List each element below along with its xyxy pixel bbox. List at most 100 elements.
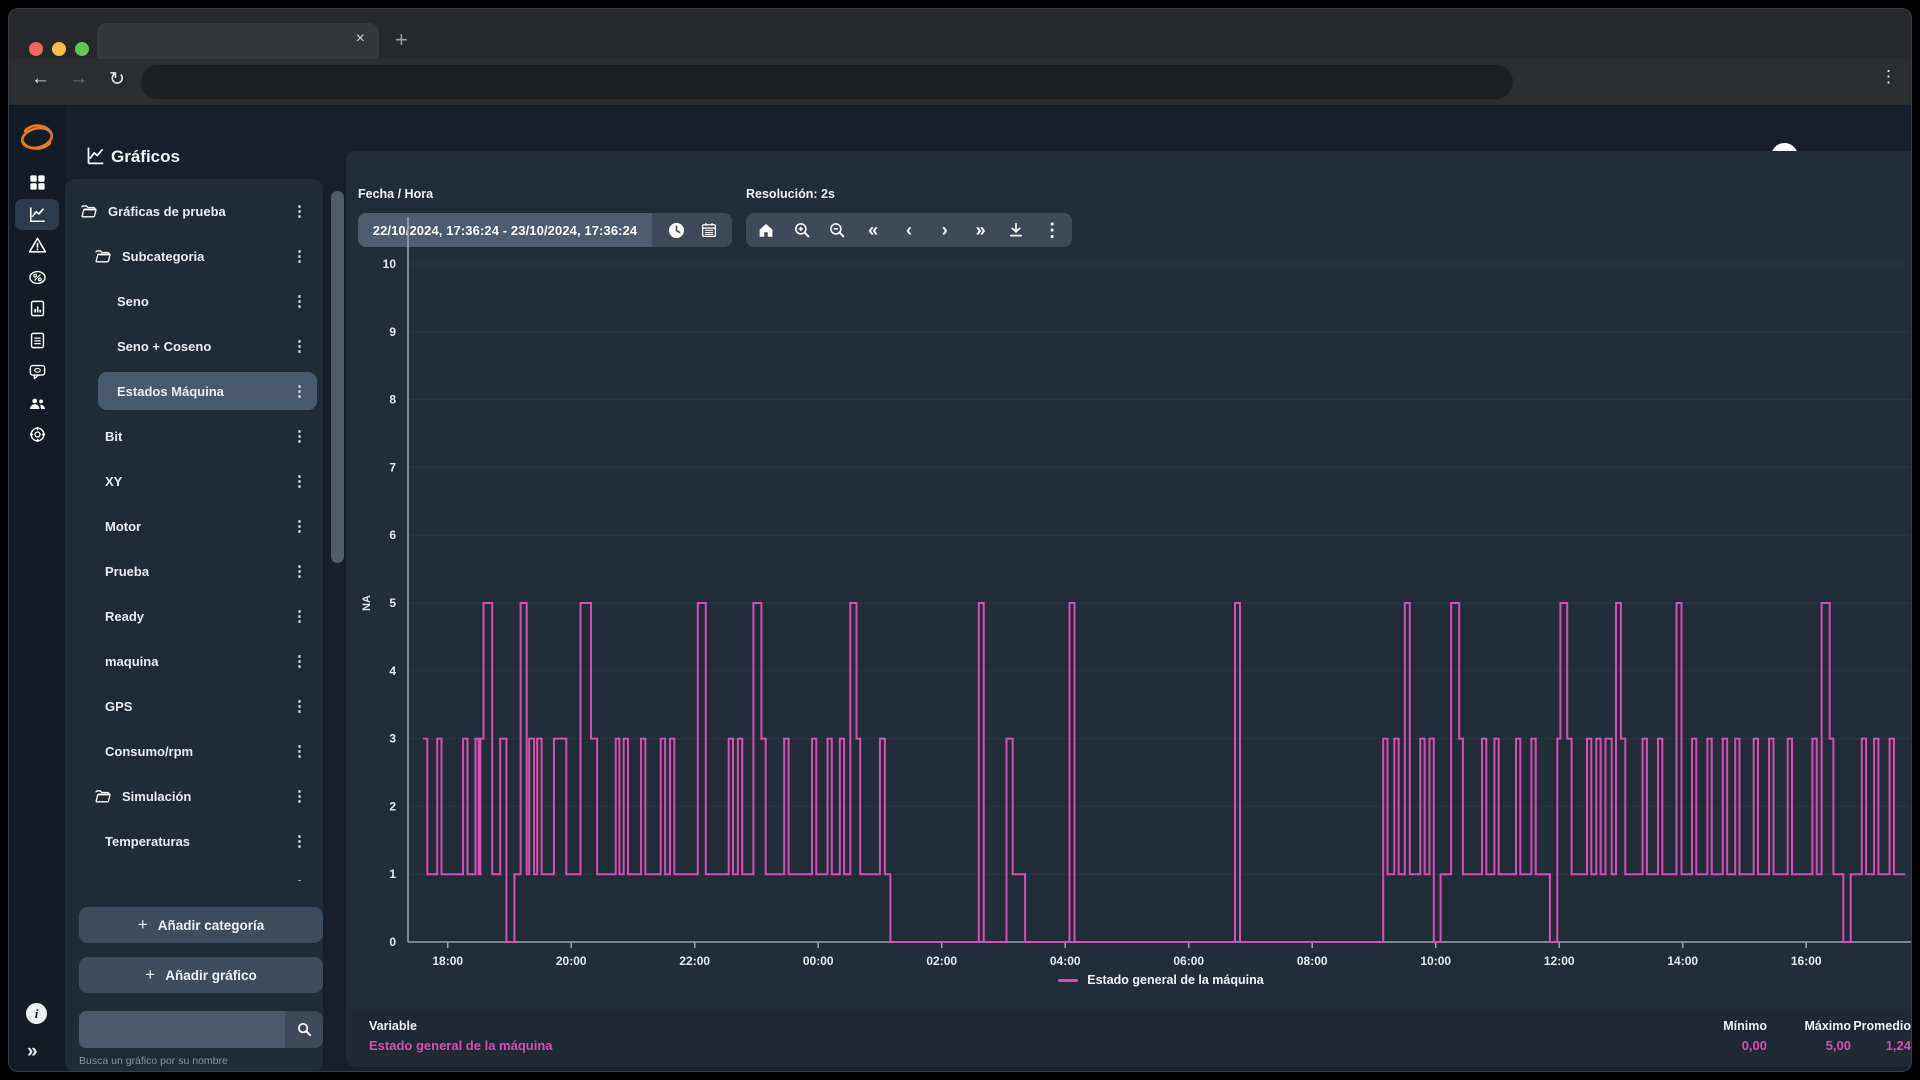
info-icon[interactable]: i: [26, 1003, 47, 1024]
calendar-icon[interactable]: [700, 221, 718, 239]
clock-icon[interactable]: [667, 221, 686, 240]
tab-close-icon[interactable]: ×: [355, 30, 365, 47]
stats-bar: Variable Estado general de la máquina Mí…: [346, 1009, 1911, 1067]
window-close-button[interactable]: [29, 42, 43, 56]
globe-target-icon[interactable]: [15, 419, 59, 450]
chart-legend[interactable]: Estado general de la máquina: [408, 973, 1911, 987]
nav-scrollbar-thumb[interactable]: [331, 191, 344, 563]
kebab-icon[interactable]: ⋮: [292, 788, 307, 805]
nav-item-seno[interactable]: Seno ⋮: [65, 279, 323, 323]
nav-item-subcategoria[interactable]: Subcategoria ⋮: [65, 234, 323, 278]
kebab-icon[interactable]: ⋮: [292, 293, 307, 310]
folder-icon: [79, 203, 99, 219]
zoom-out-icon: [830, 223, 845, 238]
download-button[interactable]: [1000, 216, 1032, 244]
alert-triangle-icon[interactable]: [15, 230, 59, 261]
kebab-icon[interactable]: ⋮: [292, 338, 307, 355]
add-chart-button[interactable]: + Añadir gráfico: [79, 957, 323, 993]
new-tab-button[interactable]: +: [395, 27, 408, 52]
browser-menu-icon[interactable]: ⋮: [1880, 67, 1897, 86]
nav-item-estados-m-quina[interactable]: Estados Máquina ⋮: [65, 369, 323, 413]
nav-item-simulacion[interactable]: simulacion ⋮: [65, 864, 323, 881]
nav-item-consumo-rpm[interactable]: Consumo/rpm ⋮: [65, 729, 323, 773]
kebab-icon[interactable]: ⋮: [292, 383, 307, 400]
kebab-icon[interactable]: ⋮: [292, 248, 307, 265]
kebab-icon[interactable]: ⋮: [292, 563, 307, 580]
nav-item-label: maquina: [105, 653, 159, 669]
selected-item-highlight: [98, 372, 317, 410]
url-bar[interactable]: [141, 65, 1513, 99]
app-logo-icon[interactable]: [17, 119, 57, 155]
nav-item-temperaturas[interactable]: Temperaturas ⋮: [65, 819, 323, 863]
zoom-in-button[interactable]: [786, 216, 818, 244]
svg-text:00:00: 00:00: [803, 954, 834, 968]
date-range-picker[interactable]: 22/10/2024, 17:36:24 - 23/10/2024, 17:36…: [358, 213, 732, 247]
avg-label: Promedio: [1853, 1019, 1911, 1033]
line-chart-icon[interactable]: [15, 198, 59, 230]
reload-icon[interactable]: ↻: [109, 69, 125, 90]
chat-bubble-icon[interactable]: [15, 356, 59, 387]
svg-text:18:00: 18:00: [432, 954, 463, 968]
step-back-button[interactable]: ‹: [905, 219, 912, 240]
folder-icon: [93, 788, 113, 804]
expand-sidebar-icon[interactable]: »: [27, 1041, 38, 1062]
browser-tab[interactable]: ×: [97, 23, 379, 59]
forward-icon[interactable]: →: [69, 68, 88, 89]
svg-text:10:00: 10:00: [1420, 954, 1451, 968]
svg-text:14:00: 14:00: [1667, 954, 1698, 968]
kebab-icon[interactable]: ⋮: [292, 518, 307, 535]
dashboard-grid-icon[interactable]: [15, 167, 59, 198]
kebab-icon[interactable]: ⋮: [292, 653, 307, 670]
kebab-icon[interactable]: ⋮: [292, 473, 307, 490]
resolution-label: Resolución: 2s: [746, 187, 835, 201]
nav-item-label: Temperaturas: [105, 833, 191, 849]
skip-forward-button[interactable]: »: [975, 219, 986, 240]
nav-tree: Gráficas de prueba ⋮ Subcategoria ⋮ Seno ⋮ Sen…: [65, 179, 323, 881]
nav-item-bit[interactable]: Bit ⋮: [65, 414, 323, 458]
users-icon[interactable]: [15, 388, 59, 419]
svg-text:5: 5: [389, 596, 396, 610]
kebab-icon[interactable]: ⋮: [292, 864, 307, 881]
search-input[interactable]: [79, 1011, 285, 1048]
document-icon[interactable]: [15, 325, 59, 356]
svg-text:4: 4: [389, 664, 396, 678]
report-chart-icon[interactable]: [15, 293, 59, 324]
home-icon: [759, 224, 773, 237]
search-button[interactable]: [285, 1011, 323, 1048]
nav-item-maquina[interactable]: maquina ⋮: [65, 639, 323, 683]
kebab-icon[interactable]: ⋮: [292, 608, 307, 625]
step-forward-button[interactable]: ›: [941, 219, 948, 240]
nav-item-gr-ficas-de-prueba[interactable]: Gráficas de prueba ⋮: [65, 189, 323, 233]
percent-gauge-icon[interactable]: [15, 262, 59, 293]
zoom-out-button[interactable]: [821, 216, 853, 244]
nav-item-ready[interactable]: Ready ⋮: [65, 594, 323, 638]
search-icon: [297, 1022, 311, 1037]
nav-item-xy[interactable]: XY ⋮: [65, 459, 323, 503]
home-button[interactable]: [750, 216, 782, 244]
svg-text:20:00: 20:00: [556, 954, 587, 968]
nav-item-label: Gráficas de prueba: [108, 203, 226, 219]
chart-plot[interactable]: 0 1 2 3 4 5 6 7 8 9 10 NA 18:00 20:00 22:00 00:00 02:00 0…: [346, 151, 1912, 1067]
back-icon[interactable]: ←: [31, 68, 50, 89]
nav-item-prueba[interactable]: Prueba ⋮: [65, 549, 323, 593]
nav-item-motor[interactable]: Motor ⋮: [65, 504, 323, 548]
nav-item-gps[interactable]: GPS ⋮: [65, 684, 323, 728]
kebab-icon[interactable]: ⋮: [292, 743, 307, 760]
kebab-icon[interactable]: ⋮: [292, 203, 307, 220]
nav-panel: Gráficas de prueba ⋮ Subcategoria ⋮ Seno ⋮ Sen…: [65, 179, 323, 1071]
chart-menu-button[interactable]: ⋮: [1043, 219, 1062, 240]
svg-text:22:00: 22:00: [679, 954, 710, 968]
kebab-icon[interactable]: ⋮: [292, 428, 307, 445]
plus-icon: +: [137, 915, 148, 934]
nav-item-seno-coseno[interactable]: Seno + Coseno ⋮: [65, 324, 323, 368]
add-category-button[interactable]: + Añadir categoría: [79, 907, 323, 943]
nav-item-simulaci-n[interactable]: Simulación ⋮: [65, 774, 323, 818]
legend-line-swatch: [1058, 978, 1079, 982]
window-minimize-button[interactable]: [52, 42, 66, 56]
kebab-icon[interactable]: ⋮: [292, 833, 307, 850]
window-maximize-button[interactable]: [75, 42, 89, 56]
skip-back-button[interactable]: «: [868, 219, 879, 240]
kebab-icon[interactable]: ⋮: [292, 698, 307, 715]
nav-item-label: Motor: [105, 518, 142, 534]
nav-item-label: Estados Máquina: [117, 383, 224, 399]
